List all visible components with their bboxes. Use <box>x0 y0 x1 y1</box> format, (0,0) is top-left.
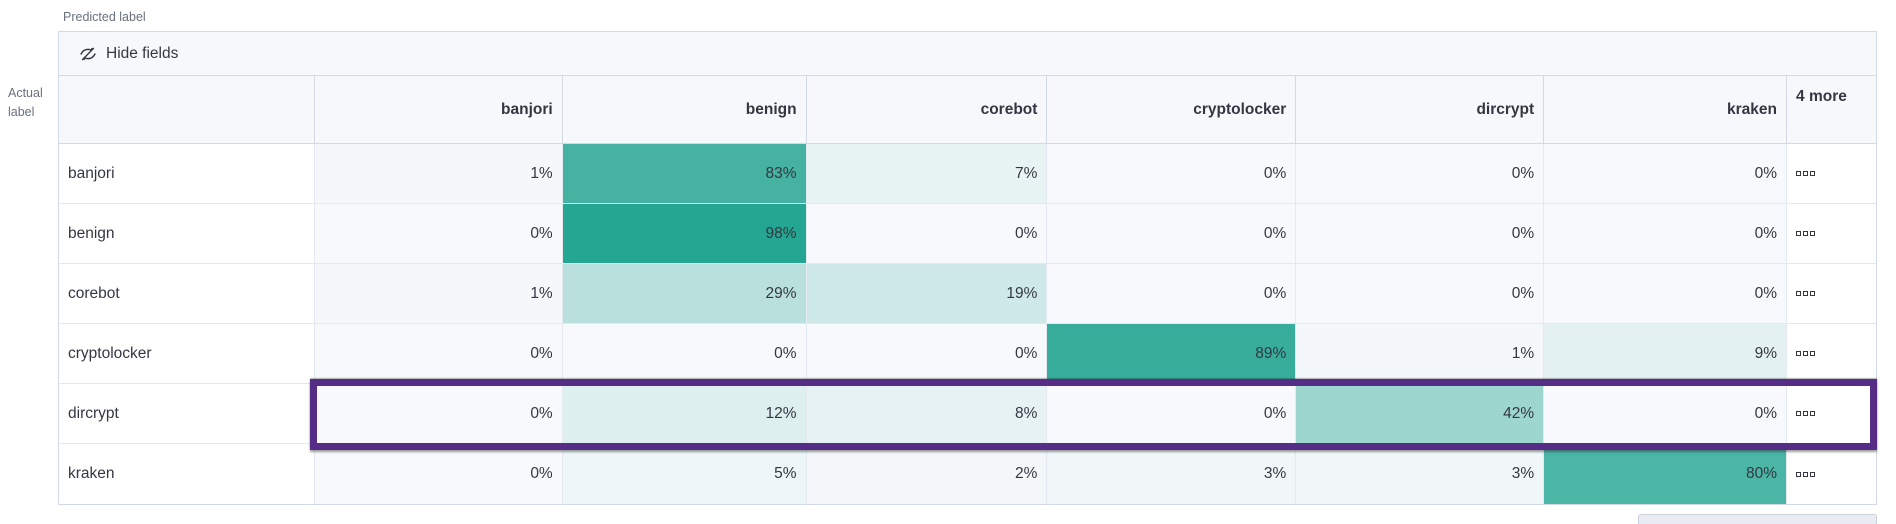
matrix-cell[interactable]: 0% <box>806 324 1048 383</box>
more-cells-button[interactable] <box>1787 144 1876 203</box>
matrix-cell[interactable]: 0% <box>314 384 563 443</box>
matrix-cell[interactable]: 0% <box>1544 204 1788 263</box>
hide-fields-label: Hide fields <box>106 44 179 62</box>
data-grid: Hide fields banjori benign corebot cryptolo… <box>58 31 1877 505</box>
matrix-cell[interactable]: 29% <box>562 264 807 323</box>
row-label: banjori <box>59 144 315 203</box>
matrix-cell[interactable]: 12% <box>562 384 807 443</box>
matrix-cell[interactable]: 0% <box>314 444 563 504</box>
grid-body: banjori 1% 83% 7% 0% 0% 0% benign 0% 98% 0% 0% 0% 0% c… <box>59 144 1876 504</box>
matrix-cell[interactable]: 8% <box>806 384 1048 443</box>
row-label: kraken <box>59 444 315 504</box>
matrix-cell[interactable]: 7% <box>806 144 1048 203</box>
matrix-cell[interactable]: 0% <box>1047 144 1297 203</box>
more-cells-button[interactable] <box>1787 204 1876 263</box>
grid-header-row: banjori benign corebot cryptolocker dircrypt… <box>59 76 1876 144</box>
column-header-dircrypt[interactable]: dircrypt <box>1296 76 1545 143</box>
boxes-horizontal-icon <box>1796 171 1816 176</box>
column-header-banjori[interactable]: banjori <box>315 76 563 143</box>
more-columns-header[interactable]: 4 more <box>1796 88 1847 105</box>
predicted-label: Predicted label <box>63 10 146 24</box>
more-cells-button[interactable] <box>1787 324 1876 383</box>
matrix-cell[interactable]: 3% <box>1296 444 1545 504</box>
matrix-cell[interactable]: 2% <box>806 444 1048 504</box>
matrix-row-cryptolocker: cryptolocker 0% 0% 0% 89% 1% 9% <box>59 324 1876 384</box>
matrix-cell[interactable]: 0% <box>314 324 563 383</box>
matrix-cell[interactable]: 42% <box>1296 384 1545 443</box>
matrix-cell[interactable]: 0% <box>1296 144 1545 203</box>
matrix-row-benign: benign 0% 98% 0% 0% 0% 0% <box>59 204 1876 264</box>
row-header-column-header <box>59 76 315 143</box>
matrix-cell[interactable]: 0% <box>1544 384 1788 443</box>
column-header-kraken[interactable]: kraken <box>1544 76 1788 143</box>
matrix-cell[interactable]: 1% <box>314 144 563 203</box>
more-cells-button[interactable] <box>1787 444 1876 504</box>
matrix-cell[interactable]: 0% <box>1544 264 1788 323</box>
matrix-cell[interactable]: 0% <box>1047 384 1297 443</box>
matrix-cell[interactable]: 3% <box>1047 444 1297 504</box>
grid-toolbar: Hide fields <box>59 32 1876 76</box>
matrix-cell[interactable]: 0% <box>314 204 563 263</box>
matrix-cell[interactable]: 1% <box>1296 324 1545 383</box>
boxes-horizontal-icon <box>1796 471 1816 477</box>
partial-element-bottom-right <box>1638 514 1877 524</box>
eye-slash-icon <box>79 45 97 63</box>
matrix-cell[interactable]: 19% <box>806 264 1048 323</box>
column-header-corebot[interactable]: corebot <box>807 76 1048 143</box>
column-header-cryptolocker[interactable]: cryptolocker <box>1047 76 1297 143</box>
row-label: benign <box>59 204 315 263</box>
matrix-row-dircrypt: dircrypt 0% 12% 8% 0% 42% 0% <box>59 384 1876 444</box>
matrix-cell[interactable]: 0% <box>1047 204 1297 263</box>
matrix-cell[interactable]: 0% <box>1047 264 1297 323</box>
matrix-cell[interactable]: 0% <box>562 324 807 383</box>
column-header-benign[interactable]: benign <box>563 76 807 143</box>
matrix-cell[interactable]: 0% <box>1296 264 1545 323</box>
boxes-horizontal-icon <box>1796 351 1816 356</box>
matrix-row-banjori: banjori 1% 83% 7% 0% 0% 0% <box>59 144 1876 204</box>
matrix-cell[interactable]: 80% <box>1544 444 1788 504</box>
matrix-cell[interactable]: 83% <box>562 144 807 203</box>
matrix-cell[interactable]: 98% <box>562 204 807 263</box>
boxes-horizontal-icon <box>1796 411 1816 416</box>
matrix-cell[interactable]: 1% <box>314 264 563 323</box>
boxes-horizontal-icon <box>1796 291 1816 296</box>
matrix-cell[interactable]: 9% <box>1544 324 1788 383</box>
matrix-cell[interactable]: 89% <box>1047 324 1297 383</box>
matrix-cell[interactable]: 0% <box>1296 204 1545 263</box>
matrix-row-kraken: kraken 0% 5% 2% 3% 3% 80% <box>59 444 1876 504</box>
matrix-cell[interactable]: 0% <box>1544 144 1788 203</box>
more-cells-button[interactable] <box>1787 384 1876 443</box>
boxes-horizontal-icon <box>1796 231 1816 236</box>
matrix-row-corebot: corebot 1% 29% 19% 0% 0% 0% <box>59 264 1876 324</box>
hide-fields-button[interactable]: Hide fields <box>79 45 178 63</box>
actual-label: Actual label <box>8 86 43 119</box>
more-cells-button[interactable] <box>1787 264 1876 323</box>
matrix-cell[interactable]: 5% <box>562 444 807 504</box>
matrix-cell[interactable]: 0% <box>806 204 1048 263</box>
row-label: dircrypt <box>59 384 315 443</box>
row-label: corebot <box>59 264 315 323</box>
row-label: cryptolocker <box>59 324 315 383</box>
